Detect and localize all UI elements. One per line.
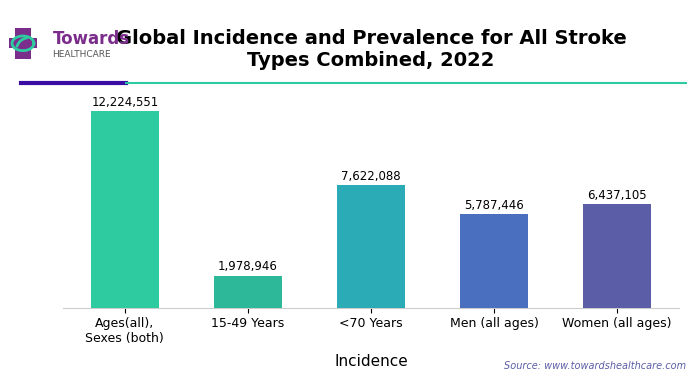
Bar [91, 111, 159, 308]
Text: 5,787,446: 5,787,446 [464, 199, 524, 212]
Text: 7,622,088: 7,622,088 [341, 170, 401, 183]
FancyBboxPatch shape [8, 38, 37, 48]
Text: 12,224,551: 12,224,551 [91, 96, 158, 109]
Bar [337, 185, 405, 308]
FancyBboxPatch shape [15, 28, 31, 59]
Bar [214, 276, 282, 308]
Text: 6,437,105: 6,437,105 [587, 189, 647, 202]
X-axis label: Incidence: Incidence [334, 354, 408, 369]
Text: 1,978,946: 1,978,946 [218, 260, 278, 273]
Title: Global Incidence and Prevalence for All Stroke
Types Combined, 2022: Global Incidence and Prevalence for All … [116, 29, 626, 70]
Text: Source: www.towardshealthcare.com: Source: www.towardshealthcare.com [504, 361, 686, 371]
Bar [583, 204, 651, 308]
Text: HEALTHCARE: HEALTHCARE [52, 50, 111, 59]
Text: Towards: Towards [52, 30, 130, 48]
Bar [460, 214, 528, 308]
